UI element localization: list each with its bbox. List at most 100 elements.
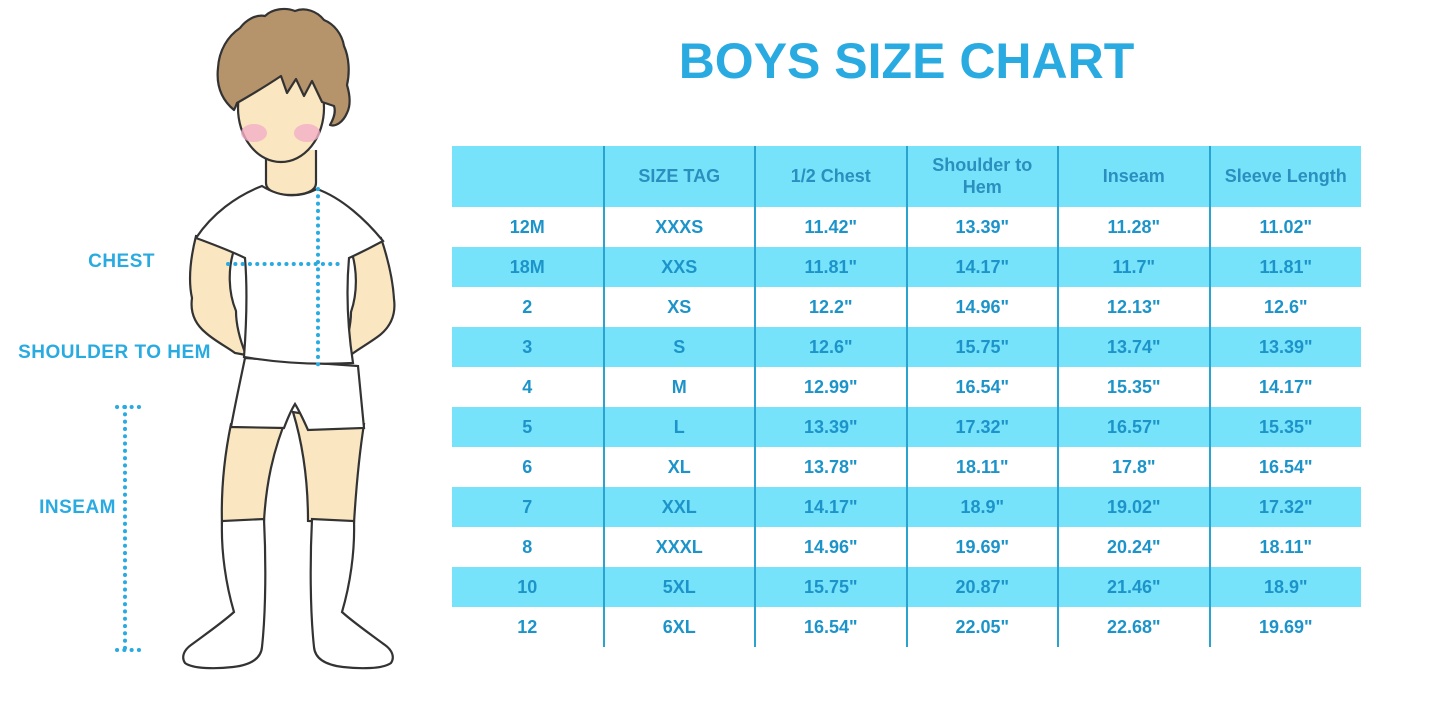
table-row: 10 5XL 15.75" 20.87" 21.46" 18.9" xyxy=(452,567,1361,607)
table-cell: 16.57" xyxy=(1058,407,1211,447)
table-cell: 17.8" xyxy=(1058,447,1211,487)
size-table: SIZE TAG 1/2 Chest Shoulder to Hem Inseam Sl… xyxy=(452,146,1361,647)
boy-right-cheek xyxy=(294,124,320,142)
boy-tshirt xyxy=(194,184,385,365)
table-cell: 13.39" xyxy=(906,207,1059,247)
table-cell: 22.05" xyxy=(906,607,1059,647)
table-cell: 8 xyxy=(452,527,605,567)
inseam-label: INSEAM xyxy=(39,497,116,518)
column-header: 1/2 Chest xyxy=(755,146,908,207)
table-cell: 12.6" xyxy=(755,327,908,367)
table-cell: 11.81" xyxy=(1209,247,1361,287)
table-cell: 14.17" xyxy=(906,247,1059,287)
table-cell: 22.68" xyxy=(1058,607,1211,647)
table-cell: 20.24" xyxy=(1058,527,1211,567)
table-cell: 14.17" xyxy=(755,487,908,527)
table-cell: 16.54" xyxy=(755,607,908,647)
table-cell: 19.69" xyxy=(906,527,1059,567)
table-cell: 11.81" xyxy=(755,247,908,287)
table-cell: 18.11" xyxy=(1209,527,1361,567)
table-cell: 15.75" xyxy=(906,327,1059,367)
column-header: SIZE TAG xyxy=(603,146,756,207)
table-cell: 12.2" xyxy=(755,287,908,327)
column-header: Sleeve Length xyxy=(1209,146,1361,207)
table-cell: XXXL xyxy=(603,527,756,567)
table-cell: 16.54" xyxy=(906,367,1059,407)
boy-illustration xyxy=(115,7,396,670)
table-cell: 3 xyxy=(452,327,605,367)
table-cell: 14.96" xyxy=(755,527,908,567)
boy-left-cheek xyxy=(241,124,267,142)
column-header: Inseam xyxy=(1058,146,1211,207)
boy-left-sock xyxy=(182,517,267,670)
table-cell: 5 xyxy=(452,407,605,447)
table-cell: XXS xyxy=(603,247,756,287)
table-cell: 13.78" xyxy=(755,447,908,487)
table-cell: 11.42" xyxy=(755,207,908,247)
table-cell: 11.7" xyxy=(1058,247,1211,287)
page-title: BOYS SIZE CHART xyxy=(678,33,1135,89)
shoulder-to-hem-label: SHOULDER TO HEM xyxy=(18,342,211,363)
chest-label: CHEST xyxy=(88,251,155,272)
table-cell: 5XL xyxy=(603,567,756,607)
table-cell: 18M xyxy=(452,247,605,287)
table-row: 8 XXXL 14.96" 19.69" 20.24" 18.11" xyxy=(452,527,1361,567)
table-cell: 14.17" xyxy=(1209,367,1361,407)
table-row: 7 XXL 14.17" 18.9" 19.02" 17.32" xyxy=(452,487,1361,527)
table-cell: 18.9" xyxy=(906,487,1059,527)
table-row: 4 M 12.99" 16.54" 15.35" 14.17" xyxy=(452,367,1361,407)
table-cell: 15.35" xyxy=(1209,407,1361,447)
size-table-body: 12M XXXS 11.42" 13.39" 11.28" 11.02" 18M XXS 11.… xyxy=(452,207,1361,647)
header-row: SIZE TAG 1/2 Chest Shoulder to Hem Inseam Sl… xyxy=(452,146,1361,207)
table-cell: 16.54" xyxy=(1209,447,1361,487)
table-cell: XXXS xyxy=(603,207,756,247)
table-cell: 10 xyxy=(452,567,605,607)
table-cell: M xyxy=(603,367,756,407)
table-cell: 15.75" xyxy=(755,567,908,607)
table-cell: 12.6" xyxy=(1209,287,1361,327)
table-cell: 2 xyxy=(452,287,605,327)
table-cell: 19.69" xyxy=(1209,607,1361,647)
table-cell: 18.11" xyxy=(906,447,1059,487)
table-cell: S xyxy=(603,327,756,367)
table-cell: 7 xyxy=(452,487,605,527)
table-cell: 17.32" xyxy=(906,407,1059,447)
table-cell: 13.39" xyxy=(1209,327,1361,367)
table-cell: 17.32" xyxy=(1209,487,1361,527)
table-cell: 20.87" xyxy=(906,567,1059,607)
table-cell: XL xyxy=(603,447,756,487)
table-cell: 12M xyxy=(452,207,605,247)
table-row: 18M XXS 11.81" 14.17" 11.7" 11.81" xyxy=(452,247,1361,287)
table-cell: 15.35" xyxy=(1058,367,1211,407)
table-cell: 11.28" xyxy=(1058,207,1211,247)
size-table-container: SIZE TAG 1/2 Chest Shoulder to Hem Inseam Sl… xyxy=(452,146,1361,647)
boy-left-arm xyxy=(188,234,248,357)
table-cell: 11.02" xyxy=(1209,207,1361,247)
table-cell: L xyxy=(603,407,756,447)
size-table-header: SIZE TAG 1/2 Chest Shoulder to Hem Inseam Sl… xyxy=(452,146,1361,207)
table-row: 3 S 12.6" 15.75" 13.74" 13.39" xyxy=(452,327,1361,367)
column-header: Shoulder to Hem xyxy=(906,146,1059,207)
table-cell: 6 xyxy=(452,447,605,487)
table-row: 5 L 13.39" 17.32" 16.57" 15.35" xyxy=(452,407,1361,447)
boy-right-arm xyxy=(338,236,396,358)
table-row: 12M XXXS 11.42" 13.39" 11.28" 11.02" xyxy=(452,207,1361,247)
table-cell: 12 xyxy=(452,607,605,647)
boy-hair xyxy=(216,7,351,127)
table-cell: XS xyxy=(603,287,756,327)
table-cell: 14.96" xyxy=(906,287,1059,327)
table-cell: 13.74" xyxy=(1058,327,1211,367)
table-cell: XXL xyxy=(603,487,756,527)
table-cell: 12.13" xyxy=(1058,287,1211,327)
table-cell: 12.99" xyxy=(755,367,908,407)
table-row: 2 XS 12.2" 14.96" 12.13" 12.6" xyxy=(452,287,1361,327)
column-header xyxy=(452,146,605,207)
boy-shorts xyxy=(229,356,366,432)
table-cell: 6XL xyxy=(603,607,756,647)
table-cell: 13.39" xyxy=(755,407,908,447)
table-cell: 19.02" xyxy=(1058,487,1211,527)
boy-right-sock xyxy=(309,517,394,670)
table-cell: 4 xyxy=(452,367,605,407)
table-cell: 21.46" xyxy=(1058,567,1211,607)
